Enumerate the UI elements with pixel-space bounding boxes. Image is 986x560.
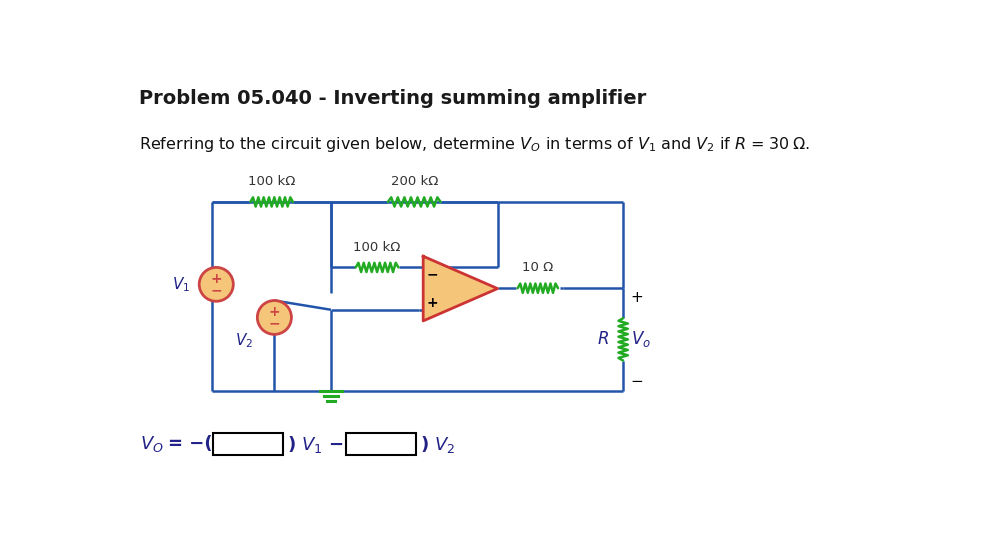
Text: +: + [427, 296, 439, 310]
Text: +: + [210, 272, 222, 286]
Text: = −(: = −( [169, 436, 213, 454]
Text: $V_o$: $V_o$ [631, 329, 651, 349]
Circle shape [257, 301, 292, 334]
Text: $V_2$: $V_2$ [235, 332, 252, 350]
Text: −: − [210, 283, 222, 297]
Text: 10 Ω: 10 Ω [523, 262, 553, 274]
Text: −: − [268, 316, 280, 330]
Text: ) $V_2$: ) $V_2$ [420, 434, 456, 455]
Bar [346, 433, 416, 455]
Text: +: + [268, 305, 280, 319]
Text: $V_O$: $V_O$ [140, 435, 164, 455]
Circle shape [199, 267, 234, 301]
Text: −: − [427, 267, 439, 281]
Text: +: + [631, 290, 644, 305]
Bar [213, 433, 283, 455]
Text: 100 kΩ: 100 kΩ [247, 175, 296, 188]
Text: −: − [631, 374, 644, 389]
Text: 200 kΩ: 200 kΩ [390, 175, 438, 188]
Text: Problem 05.040 - Inverting summing amplifier: Problem 05.040 - Inverting summing ampli… [139, 88, 646, 108]
Text: $V_1$: $V_1$ [172, 276, 190, 294]
Text: $R$: $R$ [598, 330, 609, 348]
Text: Referring to the circuit given below, determine $V_O$ in terms of $V_1$ and $V_2: Referring to the circuit given below, de… [139, 135, 810, 154]
Polygon shape [423, 256, 498, 321]
Text: ) $V_1$ − (: ) $V_1$ − ( [287, 434, 359, 455]
Text: 100 kΩ: 100 kΩ [353, 241, 400, 254]
